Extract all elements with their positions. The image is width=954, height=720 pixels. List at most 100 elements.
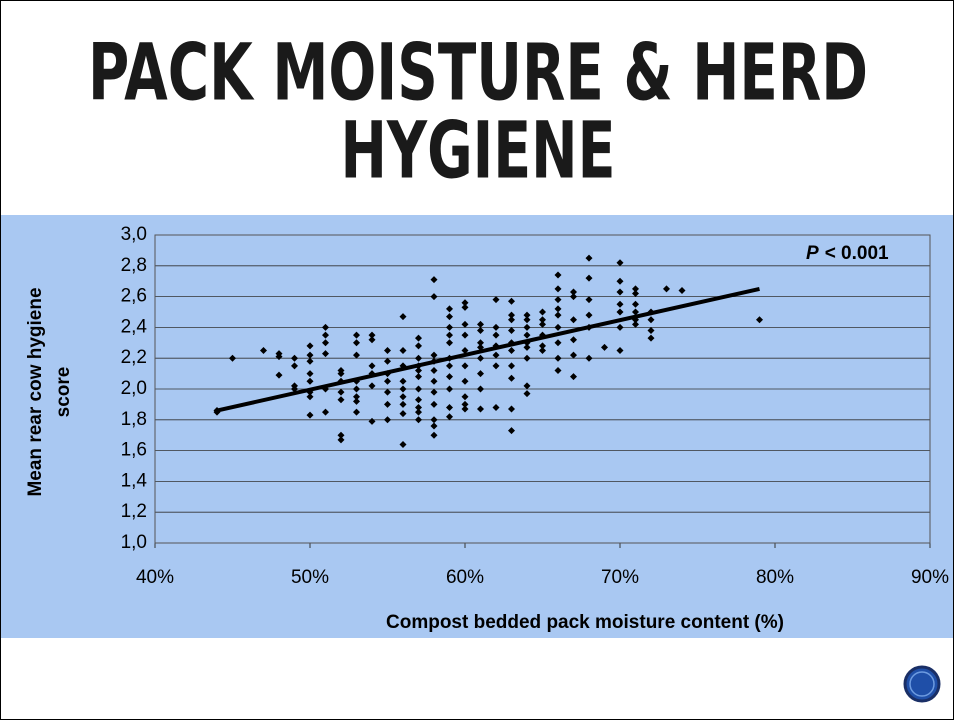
y-tick-label: 2,8 [121,255,147,276]
point [756,316,763,324]
chart-band [1,215,953,638]
point [554,354,562,362]
point [446,403,453,411]
point [616,323,624,331]
point [446,313,453,321]
y-tick-label: 1,6 [121,440,147,461]
point [415,403,422,411]
point [337,431,345,439]
point [306,411,314,419]
point [647,334,655,342]
point [585,311,593,319]
point [291,354,298,362]
point [415,396,422,404]
y-tick-label: 2,2 [121,347,147,368]
y-axis-label: score [53,367,74,418]
point [616,288,624,296]
point [368,417,376,425]
point [306,357,314,365]
point [554,311,562,319]
point [384,416,391,424]
point [306,351,314,359]
point [570,288,577,296]
point [399,400,407,408]
point [554,323,562,331]
point [322,323,329,331]
point [678,286,686,294]
y-tick-label: 1,0 [121,532,147,553]
y-tick-label: 1,8 [121,409,147,430]
point [508,362,515,370]
point [554,296,562,304]
point [322,339,329,347]
point [477,354,484,362]
point [353,393,360,401]
point [554,271,562,279]
point [570,373,577,381]
point [508,311,515,319]
point [632,285,639,293]
point [477,339,484,347]
point [492,296,500,304]
point [368,362,376,370]
point [492,331,500,339]
x-tick-label: 40% [136,567,174,588]
point [492,403,500,411]
point [508,374,515,382]
point [477,326,484,334]
point [337,436,345,444]
x-tick-label: 70% [601,567,639,588]
x-tick-label: 80% [756,567,794,588]
point [523,311,531,319]
slide-icon-ring [909,671,935,697]
point [399,385,407,393]
point [430,431,438,439]
y-tick-label: 2,6 [121,286,147,307]
point [616,308,624,316]
x-tick-label: 90% [911,567,949,588]
point [508,326,515,334]
y-tick-label: 2,0 [121,378,147,399]
title-line: HYGIENE [341,106,616,196]
y-tick-label: 1,4 [121,470,148,491]
point [461,377,469,385]
point [446,373,453,381]
point [461,362,469,370]
point [523,390,531,398]
point [430,293,438,301]
point [554,339,562,347]
point [337,396,345,404]
point [430,351,438,359]
point [539,342,546,350]
point [508,405,515,413]
trendline [216,286,760,413]
point [632,300,639,308]
point [570,336,577,344]
annotation: P < 0.001 [806,243,889,264]
point [399,313,407,321]
point [570,351,577,359]
point [306,377,314,385]
point [446,323,453,331]
point [306,393,314,401]
point [632,290,639,298]
point [399,440,407,448]
point [446,305,453,313]
point [647,326,655,334]
point [415,367,422,375]
point [384,347,391,354]
point [461,303,469,311]
x-axis-label: Compost bedded pack moisture content (%) [386,612,784,633]
point [399,393,407,401]
point [585,254,593,262]
point [229,354,236,362]
point [477,405,484,413]
point [508,316,515,324]
point [415,416,422,424]
point [275,371,283,379]
point [461,393,469,401]
point [585,296,593,304]
point [368,331,376,339]
y-tick-label: 2,4 [121,316,148,337]
point [430,377,438,385]
